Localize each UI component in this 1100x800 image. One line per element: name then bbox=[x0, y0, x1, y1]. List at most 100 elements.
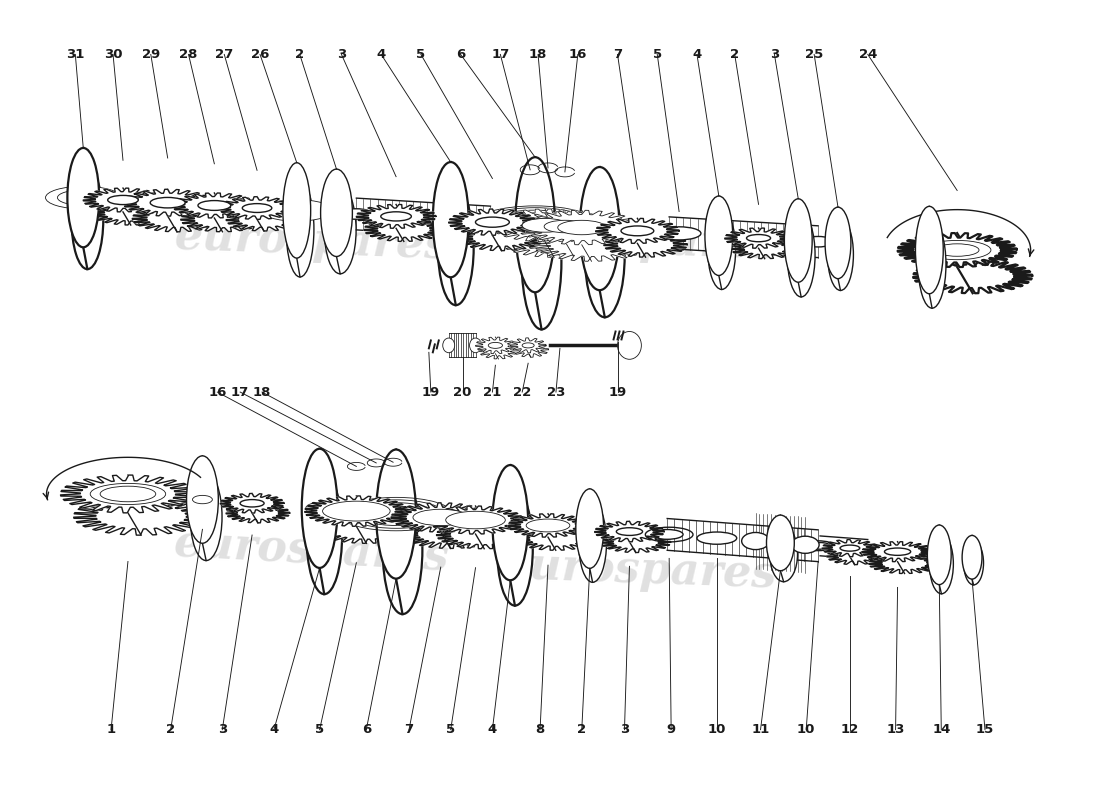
Polygon shape bbox=[84, 188, 163, 212]
Ellipse shape bbox=[320, 169, 352, 257]
Polygon shape bbox=[595, 522, 664, 542]
Polygon shape bbox=[516, 527, 595, 550]
Polygon shape bbox=[449, 209, 536, 235]
Ellipse shape bbox=[455, 514, 495, 526]
Text: 5: 5 bbox=[416, 48, 426, 61]
Text: 15: 15 bbox=[976, 723, 994, 736]
Text: eurospares: eurospares bbox=[500, 545, 778, 597]
Polygon shape bbox=[601, 532, 671, 553]
Polygon shape bbox=[491, 209, 600, 242]
Polygon shape bbox=[400, 519, 500, 549]
Ellipse shape bbox=[930, 534, 954, 594]
Ellipse shape bbox=[767, 515, 794, 570]
Ellipse shape bbox=[151, 198, 185, 208]
Ellipse shape bbox=[438, 190, 474, 305]
Text: 4: 4 bbox=[487, 723, 497, 736]
Polygon shape bbox=[428, 506, 524, 534]
Ellipse shape bbox=[522, 343, 535, 348]
Polygon shape bbox=[180, 206, 264, 232]
Text: 3: 3 bbox=[770, 48, 779, 61]
Text: 12: 12 bbox=[840, 723, 859, 736]
Text: 29: 29 bbox=[142, 48, 160, 61]
Ellipse shape bbox=[747, 234, 771, 242]
Text: 30: 30 bbox=[103, 48, 122, 61]
Text: 5: 5 bbox=[315, 723, 324, 736]
Ellipse shape bbox=[306, 502, 333, 514]
Polygon shape bbox=[132, 205, 222, 232]
Polygon shape bbox=[861, 542, 933, 562]
Ellipse shape bbox=[933, 243, 981, 257]
Ellipse shape bbox=[57, 190, 109, 206]
Text: 23: 23 bbox=[547, 386, 565, 398]
Text: eurospares: eurospares bbox=[173, 215, 450, 267]
Polygon shape bbox=[898, 233, 1016, 267]
Ellipse shape bbox=[784, 199, 812, 282]
Polygon shape bbox=[227, 503, 289, 523]
Text: 31: 31 bbox=[66, 48, 85, 61]
Text: 6: 6 bbox=[362, 723, 371, 736]
Text: 22: 22 bbox=[513, 386, 531, 398]
Ellipse shape bbox=[192, 495, 212, 504]
Ellipse shape bbox=[381, 212, 411, 221]
Text: 5: 5 bbox=[652, 48, 662, 61]
Ellipse shape bbox=[474, 217, 506, 227]
Text: 20: 20 bbox=[453, 386, 472, 398]
Text: 10: 10 bbox=[707, 723, 726, 736]
Ellipse shape bbox=[187, 456, 218, 543]
Polygon shape bbox=[475, 337, 515, 354]
Text: 19: 19 bbox=[608, 386, 627, 398]
Ellipse shape bbox=[521, 194, 561, 330]
Ellipse shape bbox=[488, 342, 503, 348]
Text: 16: 16 bbox=[569, 48, 587, 61]
Text: 2: 2 bbox=[295, 48, 305, 61]
Polygon shape bbox=[499, 225, 609, 258]
Polygon shape bbox=[822, 539, 878, 557]
Polygon shape bbox=[596, 218, 679, 243]
Ellipse shape bbox=[741, 533, 770, 550]
Ellipse shape bbox=[658, 227, 701, 240]
Ellipse shape bbox=[964, 541, 983, 585]
Ellipse shape bbox=[915, 206, 944, 294]
Ellipse shape bbox=[307, 475, 342, 594]
Ellipse shape bbox=[580, 167, 619, 290]
Polygon shape bbox=[219, 197, 295, 219]
Ellipse shape bbox=[286, 182, 313, 277]
Polygon shape bbox=[534, 226, 649, 262]
Polygon shape bbox=[91, 202, 170, 225]
Polygon shape bbox=[513, 342, 549, 358]
Polygon shape bbox=[437, 521, 532, 549]
Ellipse shape bbox=[579, 503, 606, 582]
Ellipse shape bbox=[526, 519, 570, 532]
Ellipse shape bbox=[493, 465, 528, 580]
Text: 17: 17 bbox=[492, 48, 509, 61]
Polygon shape bbox=[725, 228, 792, 248]
Text: 5: 5 bbox=[447, 723, 455, 736]
Text: 3: 3 bbox=[218, 723, 227, 736]
Ellipse shape bbox=[616, 528, 642, 535]
Ellipse shape bbox=[697, 532, 737, 544]
Ellipse shape bbox=[497, 490, 532, 606]
Polygon shape bbox=[356, 205, 436, 228]
Ellipse shape bbox=[791, 536, 820, 554]
Ellipse shape bbox=[108, 195, 139, 205]
Text: 4: 4 bbox=[270, 723, 278, 736]
Text: 18: 18 bbox=[529, 48, 548, 61]
Ellipse shape bbox=[515, 157, 556, 292]
Text: 18: 18 bbox=[253, 386, 272, 398]
Text: 3: 3 bbox=[620, 723, 629, 736]
Text: 9: 9 bbox=[667, 723, 675, 736]
Ellipse shape bbox=[334, 505, 378, 518]
Polygon shape bbox=[227, 208, 301, 231]
Ellipse shape bbox=[301, 449, 338, 568]
Text: 2: 2 bbox=[166, 723, 175, 736]
Polygon shape bbox=[515, 212, 615, 242]
Text: 27: 27 bbox=[216, 48, 233, 61]
Ellipse shape bbox=[770, 526, 798, 582]
Text: 14: 14 bbox=[932, 723, 950, 736]
Ellipse shape bbox=[283, 162, 310, 258]
Polygon shape bbox=[913, 259, 1032, 294]
Ellipse shape bbox=[100, 486, 156, 502]
Ellipse shape bbox=[705, 196, 733, 275]
Text: 2: 2 bbox=[578, 723, 586, 736]
Ellipse shape bbox=[827, 219, 854, 290]
